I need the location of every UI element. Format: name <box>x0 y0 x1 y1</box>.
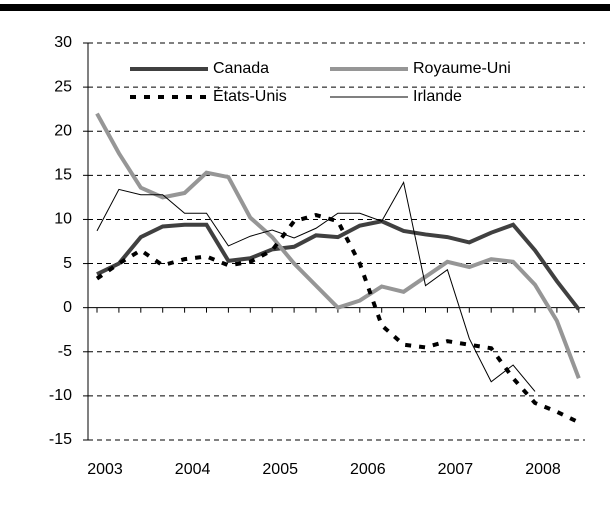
y-tick-label: -5 <box>58 343 72 360</box>
legend-label: Irlande <box>413 88 462 105</box>
y-tick-label: -10 <box>49 387 72 404</box>
x-tick-label: 2008 <box>525 461 561 478</box>
legend-label: Royaume-Uni <box>413 60 511 77</box>
y-tick-label: 10 <box>54 211 72 228</box>
y-tick-label: 30 <box>54 34 72 51</box>
x-tick-label: 2003 <box>87 461 123 478</box>
x-tick-label: 2004 <box>175 461 211 478</box>
x-tick-label: 2007 <box>438 461 474 478</box>
legend-label: États-Unis <box>213 86 287 105</box>
y-tick-label: -15 <box>49 431 72 448</box>
y-tick-label: 0 <box>63 299 72 316</box>
y-tick-label: 5 <box>63 255 72 272</box>
y-tick-label: 15 <box>54 167 72 184</box>
x-tick-label: 2005 <box>262 461 298 478</box>
legend-label: Canada <box>213 60 269 77</box>
y-tick-label: 20 <box>54 122 72 139</box>
series-line <box>95 112 581 379</box>
series-line <box>96 180 536 392</box>
series-line <box>95 212 580 425</box>
y-tick-label: 25 <box>54 78 72 95</box>
top-rule <box>0 4 610 11</box>
x-tick-label: 2006 <box>350 461 386 478</box>
series-line <box>96 219 581 311</box>
